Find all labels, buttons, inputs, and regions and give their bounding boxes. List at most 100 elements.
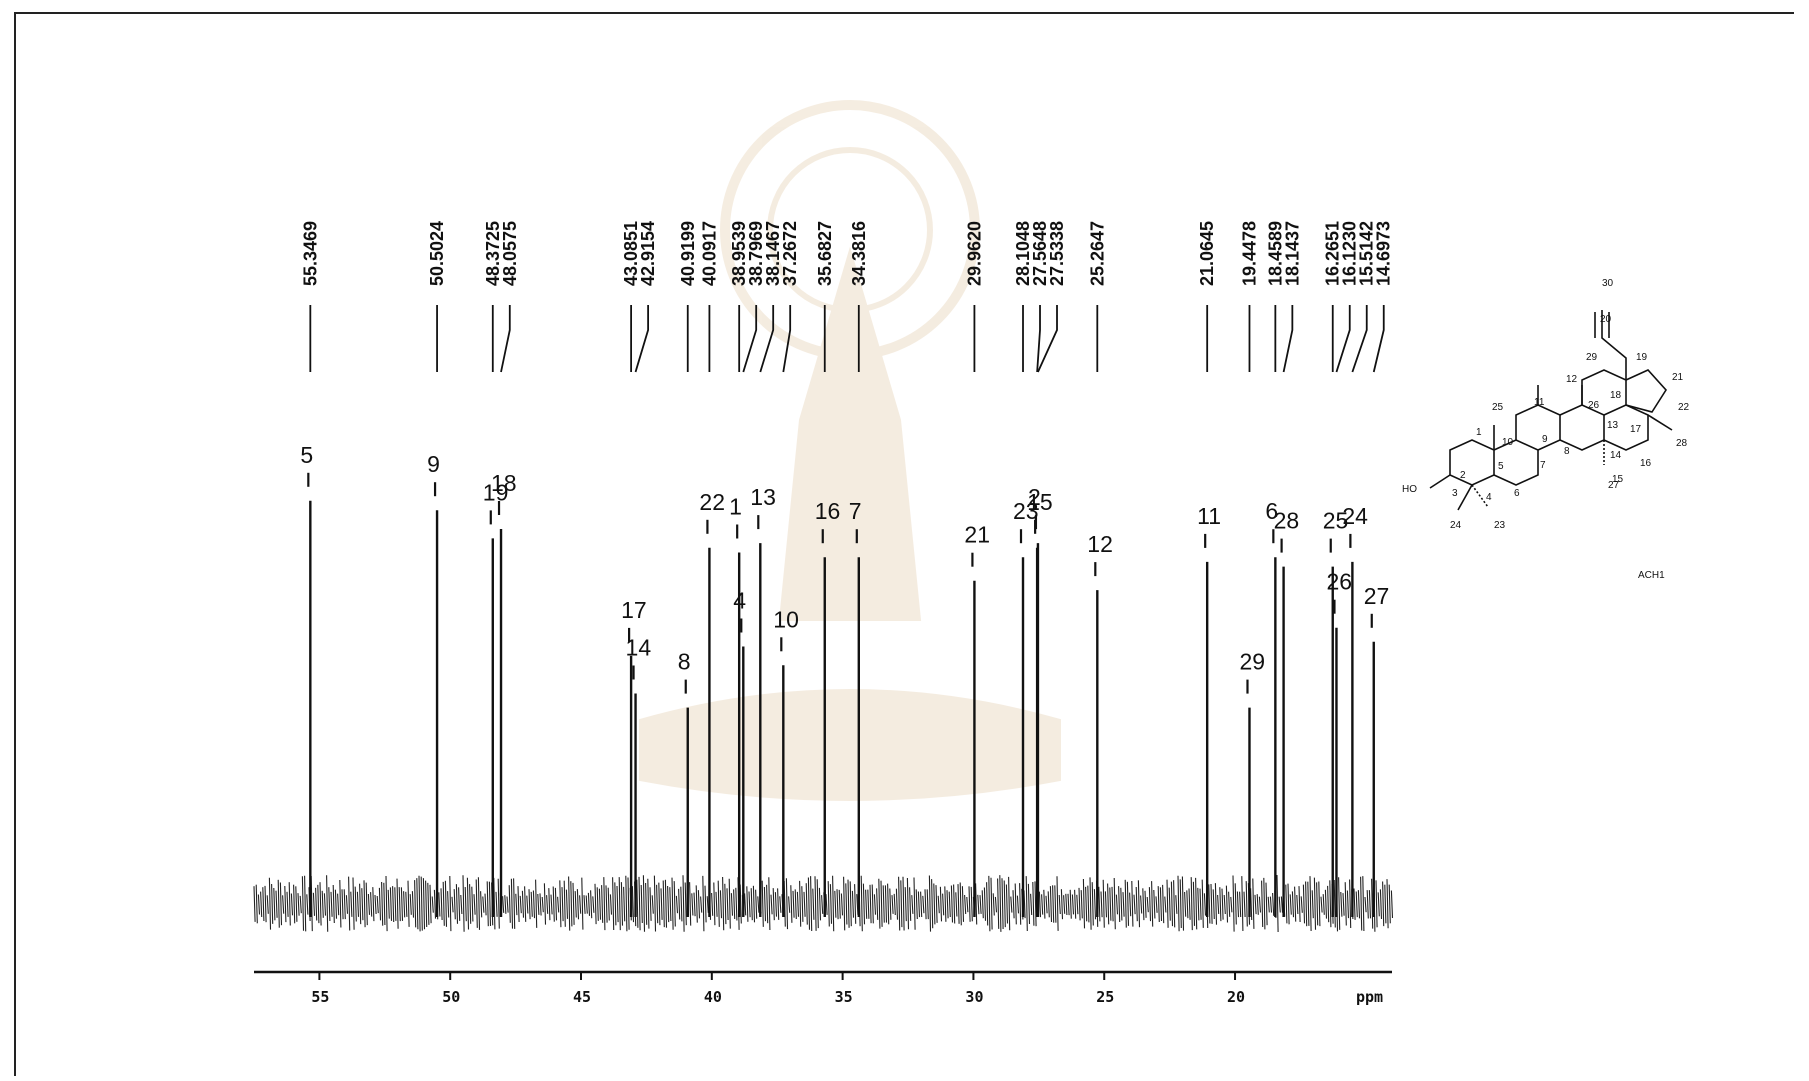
carbon-number-23: 23 — [1494, 520, 1506, 531]
shift-leader-28 — [1282, 305, 1294, 373]
carbon-number-30: 30 — [1602, 278, 1614, 289]
assignment-label-16: 16 — [815, 498, 841, 524]
shift-label-11: 21.0645 — [1197, 221, 1217, 286]
peak-lines — [309, 500, 1375, 917]
structure-labels: 123 4567891011121314151617181920212223242… — [1450, 278, 1690, 531]
assignment-label-28: 28 — [1274, 508, 1300, 534]
shift-label-1: 38.9539 — [729, 221, 749, 286]
assignment-label-2: 2 — [1028, 484, 1041, 510]
shift-label-6: 18.4589 — [1265, 221, 1285, 286]
x-tick-label-55: 55 — [311, 988, 329, 1006]
assignment-label-29: 29 — [1239, 649, 1265, 675]
shift-leader-26 — [1335, 305, 1351, 373]
assignment-label-21: 21 — [964, 522, 990, 548]
carbon-number-26: 26 — [1588, 400, 1600, 411]
assignment-label-24: 24 — [1342, 503, 1368, 529]
shift-leader-4 — [742, 305, 758, 373]
carbon-number-21: 21 — [1672, 372, 1684, 383]
shift-leader-14 — [634, 305, 650, 373]
assignment-label-19: 19 — [483, 479, 509, 505]
assignment-label-12: 12 — [1087, 531, 1113, 557]
shift-label-27: 14.6973 — [1374, 221, 1394, 286]
shift-label-13: 38.1467 — [763, 221, 783, 286]
carbon-number-1: 1 — [1476, 427, 1482, 438]
shift-label-4: 38.7969 — [746, 221, 766, 286]
shift-label-5: 55.3469 — [300, 221, 320, 286]
carbon-number-14: 14 — [1610, 450, 1622, 461]
shift-label-15: 27.5648 — [1030, 221, 1050, 286]
carbon-number-27: 27 — [1608, 480, 1620, 491]
shift-leader-13 — [759, 305, 775, 373]
shift-label-12: 25.2647 — [1087, 221, 1107, 286]
shift-label-8: 40.9199 — [678, 221, 698, 286]
assignment-label-18: 18 — [491, 470, 517, 496]
shift-label-10: 37.2672 — [780, 221, 800, 286]
carbon-number-15: 15 — [1612, 474, 1624, 485]
assignment-label-14: 14 — [626, 635, 652, 661]
shift-label-22: 40.0917 — [699, 221, 719, 286]
carbon-number-16: 16 — [1640, 458, 1652, 469]
carbon-number-6: 6 — [1514, 488, 1520, 499]
carbon-number-22: 22 — [1678, 402, 1690, 413]
carbon-number-2: 2 — [1460, 470, 1466, 481]
baseline-noise — [253, 874, 1394, 933]
shift-leader-2 — [1037, 305, 1058, 373]
carbon-number-25: 25 — [1492, 402, 1504, 413]
carbon-number-17: 17 — [1630, 424, 1642, 435]
shift-label-26: 16.1230 — [1340, 221, 1360, 286]
shift-label-16: 35.6827 — [815, 221, 835, 286]
carbon-number-8: 8 — [1564, 446, 1570, 457]
carbon-number-10: 10 — [1502, 437, 1514, 448]
structure-bonds — [1429, 310, 1673, 511]
assignment-label-8: 8 — [678, 649, 691, 675]
assignment-label-6: 6 — [1265, 498, 1278, 524]
shift-label-28: 18.1437 — [1282, 221, 1302, 286]
shift-leader-27 — [1372, 305, 1385, 373]
assignment-label-25: 25 — [1323, 508, 1349, 534]
assignment-label-27: 27 — [1364, 583, 1390, 609]
assignment-label-10: 10 — [773, 606, 799, 632]
hydroxyl-label: HO — [1402, 484, 1417, 495]
assignment-label-5: 5 — [300, 442, 313, 468]
carbon-number-5: 5 — [1498, 461, 1504, 472]
shift-leader-10 — [782, 305, 792, 373]
x-tick-label-50: 50 — [442, 988, 460, 1006]
assignment-label-13: 13 — [750, 484, 776, 510]
carbon-number-9: 9 — [1542, 434, 1548, 445]
shift-label-7: 34.3816 — [849, 221, 869, 286]
assignment-label-1: 1 — [729, 494, 742, 520]
assignment-label-17: 17 — [621, 597, 647, 623]
carbon-number-28: 28 — [1676, 438, 1688, 449]
carbon-number-3: 3 — [1452, 488, 1458, 499]
carbon-number-19: 19 — [1636, 352, 1648, 363]
x-tick-label-20: 20 — [1227, 988, 1245, 1006]
x-tick-label-30: 30 — [965, 988, 983, 1006]
x-tick-label-45: 45 — [573, 988, 591, 1006]
shift-label-29: 19.4478 — [1239, 221, 1259, 286]
assignment-label-9: 9 — [427, 451, 440, 477]
carbon-number-11: 11 — [1534, 397, 1545, 408]
assignment-label-4: 4 — [733, 588, 746, 614]
carbon-number-24: 24 — [1450, 520, 1462, 531]
shift-label-9: 50.5024 — [427, 221, 447, 286]
noise-trace — [253, 874, 1394, 933]
assignment-label-11: 11 — [1197, 503, 1221, 529]
page-frame — [14, 12, 1794, 1076]
x-axis-ticks: 55 50 45 40 35 30 25 20 — [311, 972, 1245, 1006]
carbon-number-7: 7 — [1540, 460, 1546, 471]
x-tick-label-35: 35 — [835, 988, 853, 1006]
shift-leader-18 — [500, 305, 511, 373]
x-axis-unit-label: ppm — [1356, 988, 1383, 1006]
shift-leader-24 — [1351, 305, 1368, 373]
shift-label-24: 15.5142 — [1357, 221, 1377, 286]
shift-label-17: 43.0851 — [621, 221, 641, 286]
compound-label: ACH1 — [1638, 570, 1665, 581]
shift-leader-15 — [1036, 305, 1041, 373]
x-tick-label-25: 25 — [1096, 988, 1114, 1006]
shift-label-19: 48.3725 — [483, 221, 503, 286]
shift-label-14: 42.9154 — [638, 221, 658, 286]
